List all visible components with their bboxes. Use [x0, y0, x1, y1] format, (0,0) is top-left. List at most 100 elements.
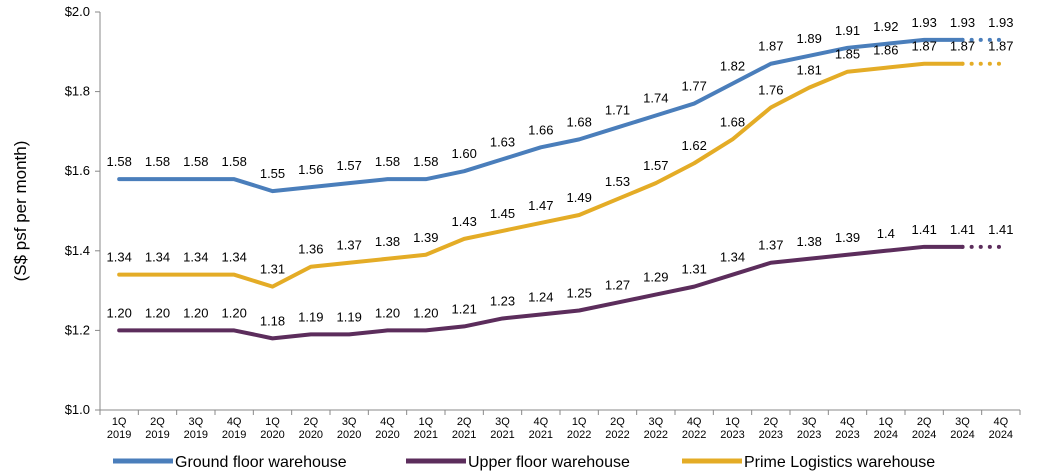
x-tick-label-year: 2023 — [759, 429, 783, 441]
data-label: 1.39 — [835, 230, 860, 245]
x-tick-label-quarter: 1Q — [572, 416, 587, 428]
x-tick-label-year: 2020 — [337, 429, 361, 441]
data-label: 1.93 — [988, 15, 1013, 30]
data-label: 1.57 — [337, 158, 362, 173]
y-tick-label: $1.0 — [65, 402, 90, 417]
data-label: 1.41 — [988, 222, 1013, 237]
x-tick-label-year: 2023 — [835, 429, 859, 441]
data-label: 1.92 — [873, 19, 898, 34]
x-tick-label-year: 2023 — [720, 429, 744, 441]
data-label: 1.38 — [375, 234, 400, 249]
data-label: 1.60 — [452, 146, 477, 161]
x-tick-label-year: 2021 — [414, 429, 438, 441]
data-label: 1.58 — [413, 154, 438, 169]
data-label: 1.41 — [950, 222, 975, 237]
x-tick-label-quarter: 3Q — [802, 416, 817, 428]
x-tick-label-year: 2024 — [989, 429, 1013, 441]
x-tick-label-quarter: 3Q — [188, 416, 203, 428]
x-tick-label-year: 2024 — [912, 429, 936, 441]
x-tick-label-year: 2021 — [452, 429, 476, 441]
data-label: 1.20 — [145, 305, 170, 320]
data-label: 1.87 — [758, 39, 783, 54]
x-tick-label-year: 2020 — [375, 429, 399, 441]
data-label: 1.82 — [720, 59, 745, 74]
x-tick-label-quarter: 2Q — [763, 416, 778, 428]
x-tick-label-quarter: 3Q — [495, 416, 510, 428]
data-label: 1.93 — [912, 15, 937, 30]
series-lines — [117, 37, 1003, 341]
data-label: 1.43 — [452, 214, 477, 229]
x-tick-label-year: 2022 — [644, 429, 668, 441]
data-label: 1.31 — [682, 262, 707, 277]
data-label: 1.29 — [643, 270, 668, 285]
data-label: 1.81 — [797, 63, 822, 78]
data-label: 1.57 — [643, 158, 668, 173]
x-tick-label-quarter: 2Q — [917, 416, 932, 428]
data-label: 1.58 — [375, 154, 400, 169]
x-tick-label-year: 2024 — [874, 429, 898, 441]
x-tick-label-quarter: 3Q — [342, 416, 357, 428]
data-label: 1.76 — [758, 83, 783, 98]
data-label: 1.68 — [567, 114, 592, 129]
data-label: 1.55 — [260, 166, 285, 181]
x-tick-label-quarter: 4Q — [380, 416, 395, 428]
data-label: 1.85 — [835, 47, 860, 62]
x-tick-label-quarter: 3Q — [955, 416, 970, 428]
x-tick-label-year: 2020 — [260, 429, 284, 441]
x-tick-label-quarter: 4Q — [993, 416, 1008, 428]
data-label: 1.58 — [222, 154, 247, 169]
data-label: 1.89 — [797, 31, 822, 46]
data-label: 1.93 — [950, 15, 975, 30]
data-label: 1.34 — [222, 250, 247, 265]
x-tick-label-quarter: 4Q — [533, 416, 548, 428]
data-label: 1.66 — [528, 122, 553, 137]
data-label: 1.20 — [222, 305, 247, 320]
data-label: 1.20 — [107, 305, 132, 320]
y-axis-ticks: $1.0 $1.2 $1.4 $1.6 $1.8 $2.0 — [65, 4, 100, 417]
series-line — [117, 37, 965, 194]
y-tick-label: $1.6 — [65, 163, 90, 178]
y-tick-label: $1.4 — [65, 243, 90, 258]
data-label: 1.87 — [950, 39, 975, 54]
legend-label: Upper floor warehouse — [468, 454, 630, 471]
data-label: 1.38 — [797, 234, 822, 249]
data-label: 1.24 — [528, 289, 553, 304]
data-label: 1.31 — [260, 262, 285, 277]
legend-label: Prime Logistics warehouse — [744, 454, 935, 471]
data-label: 1.37 — [337, 238, 362, 253]
data-label: 1.49 — [567, 190, 592, 205]
x-tick-label-quarter: 2Q — [303, 416, 318, 428]
x-tick-label-year: 2019 — [222, 429, 246, 441]
data-label: 1.21 — [452, 301, 477, 316]
data-label: 1.41 — [912, 222, 937, 237]
data-label: 1.36 — [298, 242, 323, 257]
x-tick-label-year: 2020 — [299, 429, 323, 441]
data-label: 1.19 — [298, 309, 323, 324]
data-label: 1.34 — [720, 250, 745, 265]
data-label: 1.58 — [145, 154, 170, 169]
y-tick-label: $2.0 — [65, 4, 90, 19]
legend: Ground floor warehouse Upper floor wareho… — [113, 454, 935, 471]
x-tick-label-quarter: 2Q — [457, 416, 472, 428]
data-label: 1.20 — [183, 305, 208, 320]
x-tick-label-quarter: 1Q — [112, 416, 127, 428]
data-label: 1.45 — [490, 206, 515, 221]
x-tick-label-year: 2019 — [145, 429, 169, 441]
data-label: 1.20 — [375, 305, 400, 320]
y-tick-label: $1.2 — [65, 322, 90, 337]
data-label: 1.58 — [107, 154, 132, 169]
x-tick-label-quarter: 4Q — [227, 416, 242, 428]
series-line — [117, 61, 965, 289]
data-labels: 1.58 1.58 1.58 1.58 1.55 1.56 1.57 1.58 1.58 1.60… — [107, 15, 1014, 328]
data-label: 1.25 — [567, 286, 592, 301]
data-label: 1.47 — [528, 198, 553, 213]
x-tick-label-year: 2022 — [682, 429, 706, 441]
data-label: 1.62 — [682, 138, 707, 153]
x-tick-label-quarter: 1Q — [878, 416, 893, 428]
y-tick-label: $1.8 — [65, 84, 90, 99]
x-tick-label-quarter: 1Q — [725, 416, 740, 428]
axes — [99, 12, 1020, 411]
data-label: 1.34 — [107, 250, 132, 265]
